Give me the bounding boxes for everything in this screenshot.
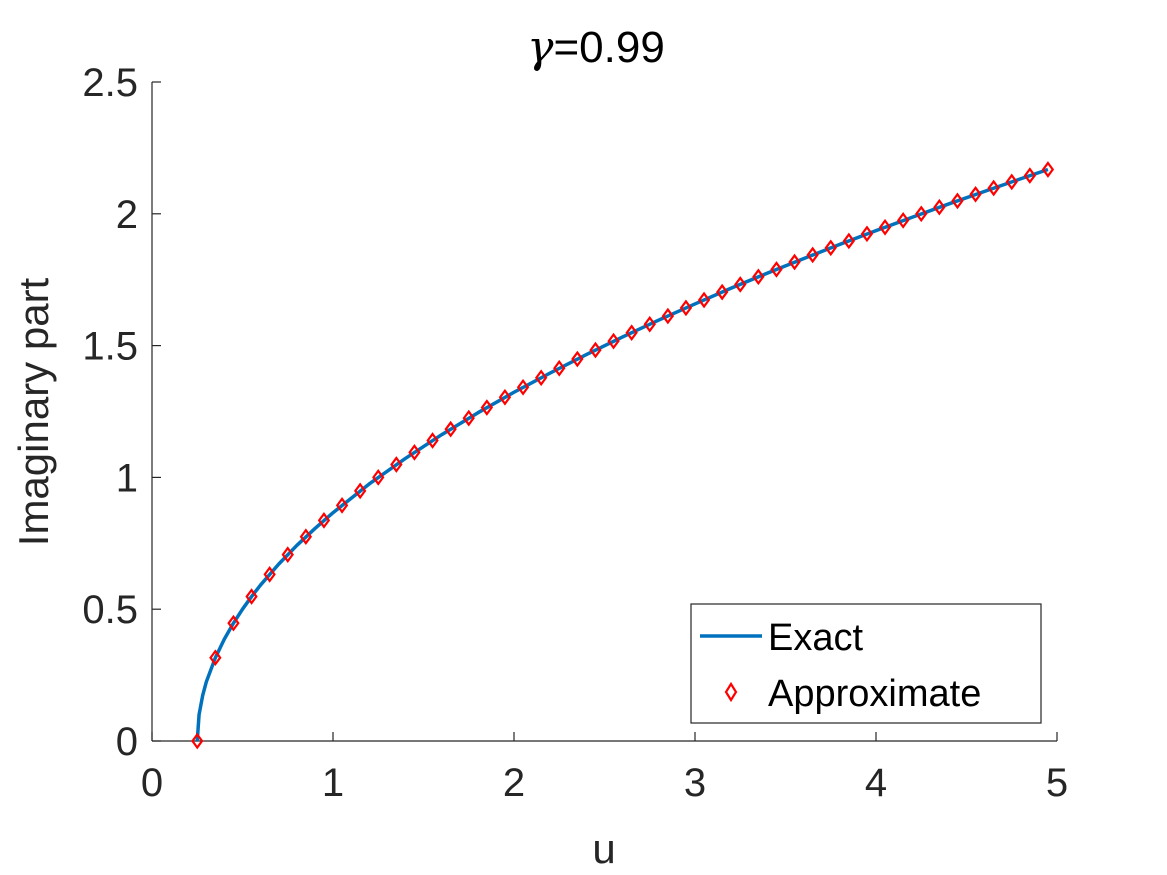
series-approximate-marker [697,291,711,309]
series-approximate-marker [661,307,675,325]
series-approximate-marker [281,546,294,563]
series-approximate-marker [878,218,892,236]
series-approximate-marker [209,649,222,667]
series-approximate-marker [951,192,964,210]
x-axis-label: u [592,825,615,872]
x-tick-label: 3 [684,761,706,805]
x-axis-ticks: 0 1 2 3 4 5 [141,732,1068,805]
x-tick-label: 1 [322,761,344,805]
series-approximate-marker [987,179,1000,197]
y-axis-label: Imaginary part [10,277,57,546]
y-tick-label: 2 [116,193,138,237]
series-approximate-marker [372,469,385,486]
x-tick-label: 2 [503,761,525,805]
chart-title: γ=0.99 [527,22,665,73]
axes [151,82,1057,742]
series-approximate-marker [534,369,548,387]
series-approximate-marker [353,482,367,500]
series-approximate-marker [589,341,602,359]
x-tick-label: 0 [141,761,163,805]
series-approximate-marker [390,456,403,473]
series-approximate-marker [752,268,765,286]
series-approximate-marker [408,444,421,461]
series-approximate-marker [263,566,276,583]
legend-approximate-label: Approximate [768,673,981,715]
series-approximate-marker [969,185,982,203]
y-tick-label: 2.5 [82,61,138,105]
series-approximate-marker [191,732,204,750]
legend-box [690,603,1042,724]
series-approximate-marker [317,512,331,529]
legend-exact-label: Exact [768,617,863,659]
series-approximate-marker [915,205,928,223]
series-approximate-marker [806,246,819,264]
title-value: =0.99 [553,23,664,72]
series-approximate-marker [643,315,656,333]
title-gamma-symbol: γ [527,22,554,73]
series-approximate-marker [553,359,566,377]
y-tick-label: 0 [116,720,138,764]
x-tick-label: 4 [865,761,887,805]
series-approximate-marker [715,283,729,301]
series-approximate-marker [480,399,494,416]
series-approximate-marker [571,350,584,368]
series-approximate-marker [245,588,258,605]
series-approximate-marker [1023,167,1037,184]
series-approximate-marker [1005,173,1018,191]
y-tick-label: 0.5 [82,588,138,632]
series-approximate-marker [896,212,910,229]
series-approximate-marker [607,332,620,350]
y-tick-label: 1 [116,456,138,500]
series-approximate-marker [498,388,512,406]
series-approximate-marker [1041,161,1055,178]
series-approximate-marker [679,299,693,317]
series-approximate-marker [462,409,475,427]
x-tick-label: 5 [1046,761,1068,805]
series-approximate-marker [734,276,747,293]
series-approximate-marker [335,496,349,514]
plot-area [191,161,1055,750]
series-approximate-marker [933,198,946,216]
y-tick-label: 1.5 [82,325,138,369]
series-approximate-marker [770,261,783,278]
series-exact-line [195,167,1049,742]
series-approximate-marker [824,239,837,257]
series-approximate-marker [860,225,874,243]
y-axis-ticks: 0 0.5 1 1.5 2 2.5 [82,61,161,764]
series-approximate-marker [426,432,439,449]
series-approximate-marker [444,420,457,438]
series-approximate-marker [516,378,530,396]
series-approximate-marker [625,324,638,342]
series-approximate-marker [299,528,313,546]
series-approximate-marker [788,253,801,271]
legend: Exact Approximate [690,603,1042,724]
series-approximate-marker [842,232,856,250]
legend-approximate-marker-sample [724,681,738,703]
series-approximate-marker [227,614,240,632]
